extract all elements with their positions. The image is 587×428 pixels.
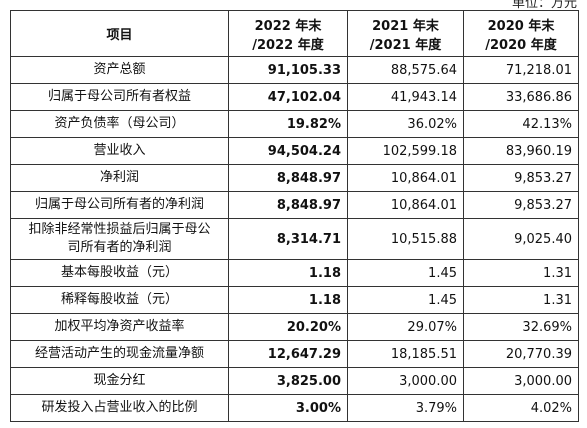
row-label: 现金分红 bbox=[10, 367, 229, 395]
value-cell: 83,960.19 bbox=[463, 137, 579, 165]
value-cell: 9,853.27 bbox=[463, 164, 579, 192]
label-line: 加权平均净资产收益率 bbox=[54, 319, 185, 334]
label-line: 司所有者的净利润 bbox=[67, 240, 172, 255]
header-line: 项目 bbox=[106, 28, 133, 43]
row-label: 基本每股收益（元） bbox=[10, 259, 229, 287]
value-cell: 10,515.88 bbox=[347, 218, 464, 260]
header-line: 2022 年末 bbox=[254, 18, 322, 34]
header-cell: 2021 年末/2021 年度 bbox=[347, 10, 464, 57]
value-cell: 88,575.64 bbox=[347, 56, 464, 84]
value-cell: 91,105.33 bbox=[228, 56, 348, 84]
data-table: 项目 2022 年末/2022 年度 2021 年末/2021 年度 2020 年末 /… bbox=[10, 10, 579, 422]
value-cell: 1.31 bbox=[463, 286, 579, 314]
table-row: 基本每股收益（元） 1.18 1.45 1.31 bbox=[10, 259, 579, 287]
label-line: 现金分红 bbox=[93, 373, 146, 388]
row-label: 归属于母公司所有者权益 bbox=[10, 83, 229, 111]
value-cell: 47,102.04 bbox=[228, 83, 348, 111]
value-cell: 9,853.27 bbox=[463, 191, 579, 219]
table-row: 资产总额 91,105.33 88,575.64 71,218.01 bbox=[10, 56, 579, 84]
header-line: 2021 年末 bbox=[372, 18, 439, 34]
header-line: /2021 年度 bbox=[369, 37, 442, 53]
table-row: 归属于母公司所有者权益 47,102.04 41,943.14 33,686.86 bbox=[10, 83, 579, 111]
row-label: 研发投入占营业收入的比例 bbox=[10, 394, 229, 422]
label-line: 营业收入 bbox=[93, 143, 146, 158]
value-cell: 3,825.00 bbox=[228, 367, 348, 395]
value-cell: 3,000.00 bbox=[347, 367, 464, 395]
value-cell: 9,025.40 bbox=[463, 218, 579, 260]
value-cell: 1.45 bbox=[347, 259, 464, 287]
value-cell: 1.18 bbox=[228, 286, 348, 314]
value-cell: 3.79% bbox=[347, 394, 464, 422]
value-cell: 19.82% bbox=[228, 110, 348, 138]
table-row: 营业收入 94,504.24 102,599.18 83,960.19 bbox=[10, 137, 579, 165]
table-row: 现金分红 3,825.00 3,000.00 3,000.00 bbox=[10, 367, 579, 395]
value-cell: 10,864.01 bbox=[347, 164, 464, 192]
value-cell: 8,314.71 bbox=[228, 218, 348, 260]
row-label: 加权平均净资产收益率 bbox=[10, 313, 229, 341]
value-cell: 41,943.14 bbox=[347, 83, 464, 111]
header-row: 项目 2022 年末/2022 年度 2021 年末/2021 年度 2020 年末 /… bbox=[10, 10, 579, 57]
value-cell: 29.07% bbox=[347, 313, 464, 341]
value-cell: 10,864.01 bbox=[347, 191, 464, 219]
table-row: 净利润 8,848.97 10,864.01 9,853.27 bbox=[10, 164, 579, 192]
header-line: /2022 年度 bbox=[252, 37, 324, 53]
label-line: 归属于母公司所有者权益 bbox=[47, 89, 191, 104]
value-cell: 33,686.86 bbox=[463, 83, 579, 111]
value-cell: 18,185.51 bbox=[347, 340, 464, 368]
value-cell: 32.69% bbox=[463, 313, 579, 341]
value-cell: 4.02% bbox=[463, 394, 579, 422]
row-label: 经营活动产生的现金流量净额 bbox=[10, 340, 229, 368]
value-cell: 12,647.29 bbox=[228, 340, 348, 368]
label-line: 净利润 bbox=[99, 170, 139, 185]
row-label: 扣除非经常性损益后归属于母公 司所有者的净利润 bbox=[10, 218, 229, 260]
unit-note: 单位：万元 bbox=[511, 0, 577, 11]
header-cell: 2022 年末/2022 年度 bbox=[228, 10, 348, 57]
value-cell: 42.13% bbox=[463, 110, 579, 138]
value-cell: 20.20% bbox=[228, 313, 348, 341]
label-line: 归属于母公司所有者的净利润 bbox=[34, 197, 204, 212]
label-line: 资产负债率（母公司） bbox=[54, 116, 185, 131]
row-label: 营业收入 bbox=[10, 137, 229, 165]
value-cell: 3.00% bbox=[228, 394, 348, 422]
label-line: 稀释每股收益（元） bbox=[60, 292, 178, 307]
label-line: 资产总额 bbox=[93, 62, 146, 77]
row-label: 净利润 bbox=[10, 164, 229, 192]
value-cell: 102,599.18 bbox=[347, 137, 464, 165]
value-cell: 1.45 bbox=[347, 286, 464, 314]
value-cell: 3,000.00 bbox=[463, 367, 579, 395]
value-cell: 94,504.24 bbox=[228, 137, 348, 165]
row-label: 资产负债率（母公司） bbox=[10, 110, 229, 138]
row-label: 资产总额 bbox=[10, 56, 229, 84]
value-cell: 1.31 bbox=[463, 259, 579, 287]
table-row: 研发投入占营业收入的比例 3.00% 3.79% 4.02% bbox=[10, 394, 579, 422]
value-cell: 71,218.01 bbox=[463, 56, 579, 84]
row-label: 稀释每股收益（元） bbox=[10, 286, 229, 314]
header-line: 2020 年末 bbox=[487, 18, 555, 34]
table-row: 归属于母公司所有者的净利润 8,848.97 10,864.01 9,853.27 bbox=[10, 191, 579, 219]
label-line: 基本每股收益（元） bbox=[60, 265, 178, 280]
table-row: 资产负债率（母公司） 19.82% 36.02% 42.13% bbox=[10, 110, 579, 138]
table-body: 资产总额 91,105.33 88,575.64 71,218.01 归属于母公司所有者… bbox=[10, 56, 579, 422]
label-line: 扣除非经常性损益后归属于母公 bbox=[28, 222, 211, 237]
value-cell: 20,770.39 bbox=[463, 340, 579, 368]
header-cell: 项目 bbox=[10, 10, 229, 57]
value-cell: 8,848.97 bbox=[228, 191, 348, 219]
label-line: 经营活动产生的现金流量净额 bbox=[34, 346, 204, 361]
value-cell: 36.02% bbox=[347, 110, 464, 138]
table-row: 经营活动产生的现金流量净额 12,647.29 18,185.51 20,770.39 bbox=[10, 340, 579, 368]
row-label: 归属于母公司所有者的净利润 bbox=[10, 191, 229, 219]
header-line: /2020 年度 bbox=[485, 37, 557, 53]
header-cell: 2020 年末/2020 年度 bbox=[463, 10, 579, 57]
table-row: 稀释每股收益（元） 1.18 1.45 1.31 bbox=[10, 286, 579, 314]
label-line: 研发投入占营业收入的比例 bbox=[41, 400, 198, 415]
table-row: 加权平均净资产收益率 20.20% 29.07% 32.69% bbox=[10, 313, 579, 341]
table-row: 扣除非经常性损益后归属于母公 司所有者的净利润 8,314.71 10,515.88 9… bbox=[10, 218, 579, 260]
value-cell: 8,848.97 bbox=[228, 164, 348, 192]
value-cell: 1.18 bbox=[228, 259, 348, 287]
